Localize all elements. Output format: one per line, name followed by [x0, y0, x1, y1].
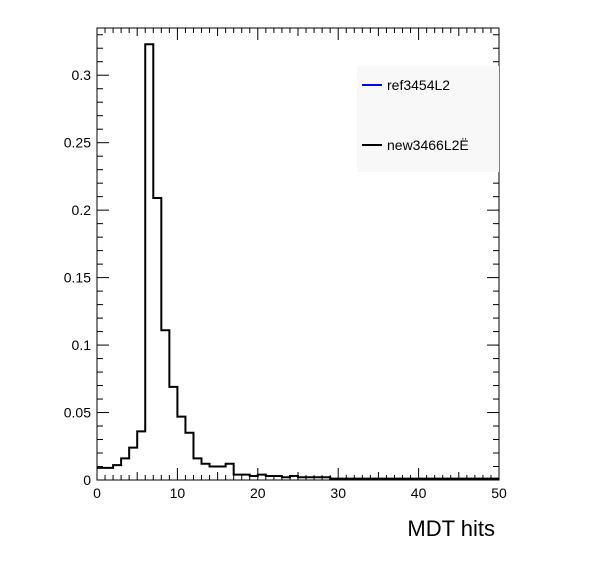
x-tick-labels: 0 10 20 30 40 50	[93, 485, 507, 501]
x-tick-label: 30	[330, 485, 346, 501]
histogram-bin	[491, 479, 499, 480]
x-tick-label: 20	[250, 485, 266, 501]
series-layer	[97, 43, 499, 480]
y-tick-label: 0.05	[64, 405, 91, 421]
histogram-bin	[443, 479, 451, 480]
y-tick-label: 0.25	[64, 135, 91, 151]
histogram-bin	[105, 468, 113, 480]
histogram-bin	[394, 479, 402, 480]
series-1-histogram	[97, 43, 499, 480]
histogram-bin	[459, 479, 467, 480]
histogram-bin	[202, 464, 210, 480]
y-tick-labels: 0 0.05 0.1 0.15 0.2 0.25 0.3	[64, 67, 91, 488]
histogram-bin	[274, 476, 282, 480]
histogram-bin	[129, 448, 137, 480]
legend-box	[357, 66, 499, 172]
legend-label-ref: ref3454L2	[387, 77, 450, 93]
histogram-bin	[258, 475, 266, 480]
histogram-bin	[378, 479, 386, 480]
histogram-bin	[234, 475, 242, 480]
x-tick-label: 50	[491, 485, 507, 501]
y-tick-label: 0	[83, 472, 91, 488]
histogram-bin	[97, 468, 105, 480]
histogram-bin	[290, 476, 298, 480]
histogram-bin	[322, 477, 330, 480]
histogram-bin	[451, 479, 459, 480]
histogram-bin	[403, 479, 411, 480]
histogram-bin	[362, 479, 370, 480]
histogram-bin	[185, 433, 193, 480]
x-tick-label: 0	[93, 485, 101, 501]
histogram-bin	[121, 458, 129, 480]
legend: ref3454L2 new3466L2Ë	[357, 66, 499, 172]
histogram-bin	[137, 431, 145, 480]
histogram-bin	[193, 458, 201, 480]
y-tick-label: 0.1	[72, 337, 92, 353]
x-tick-label: 10	[170, 485, 186, 501]
histogram-bin	[330, 479, 338, 480]
y-tick-label: 0.2	[72, 202, 92, 218]
histogram-bin	[370, 479, 378, 480]
histogram-bin	[282, 477, 290, 480]
histogram-bin	[161, 330, 169, 480]
histogram-bin	[427, 479, 435, 480]
histogram-bin	[153, 198, 161, 480]
histogram-bin	[218, 467, 226, 480]
histogram-bin	[475, 479, 483, 480]
histogram-bin	[386, 479, 394, 480]
histogram-bin	[242, 475, 250, 480]
y-tick-label: 0.15	[64, 270, 91, 286]
histogram-bin	[314, 477, 322, 480]
histogram-bin	[354, 479, 362, 480]
histogram-bin	[306, 477, 314, 480]
x-tick-label: 40	[411, 485, 427, 501]
histogram-bin	[210, 467, 218, 480]
histogram-bin	[145, 44, 153, 480]
histogram-bin	[483, 479, 491, 480]
histogram-bin	[226, 464, 234, 480]
histogram-bin	[467, 479, 475, 480]
histogram-bin	[113, 465, 121, 480]
histogram-bin	[419, 479, 427, 480]
histogram-bin	[346, 479, 354, 480]
histogram-bin	[435, 479, 443, 480]
histogram-bin	[169, 387, 177, 480]
histogram-bin	[298, 477, 306, 480]
histogram-bin	[338, 479, 346, 480]
y-tick-label: 0.3	[72, 67, 92, 83]
histogram-bin	[266, 476, 274, 480]
legend-label-new: new3466L2Ë	[387, 137, 469, 153]
histogram-bin	[250, 476, 258, 480]
histogram-bin	[411, 479, 419, 480]
histogram-bin	[177, 417, 185, 480]
x-axis-title: MDT hits	[407, 516, 495, 541]
